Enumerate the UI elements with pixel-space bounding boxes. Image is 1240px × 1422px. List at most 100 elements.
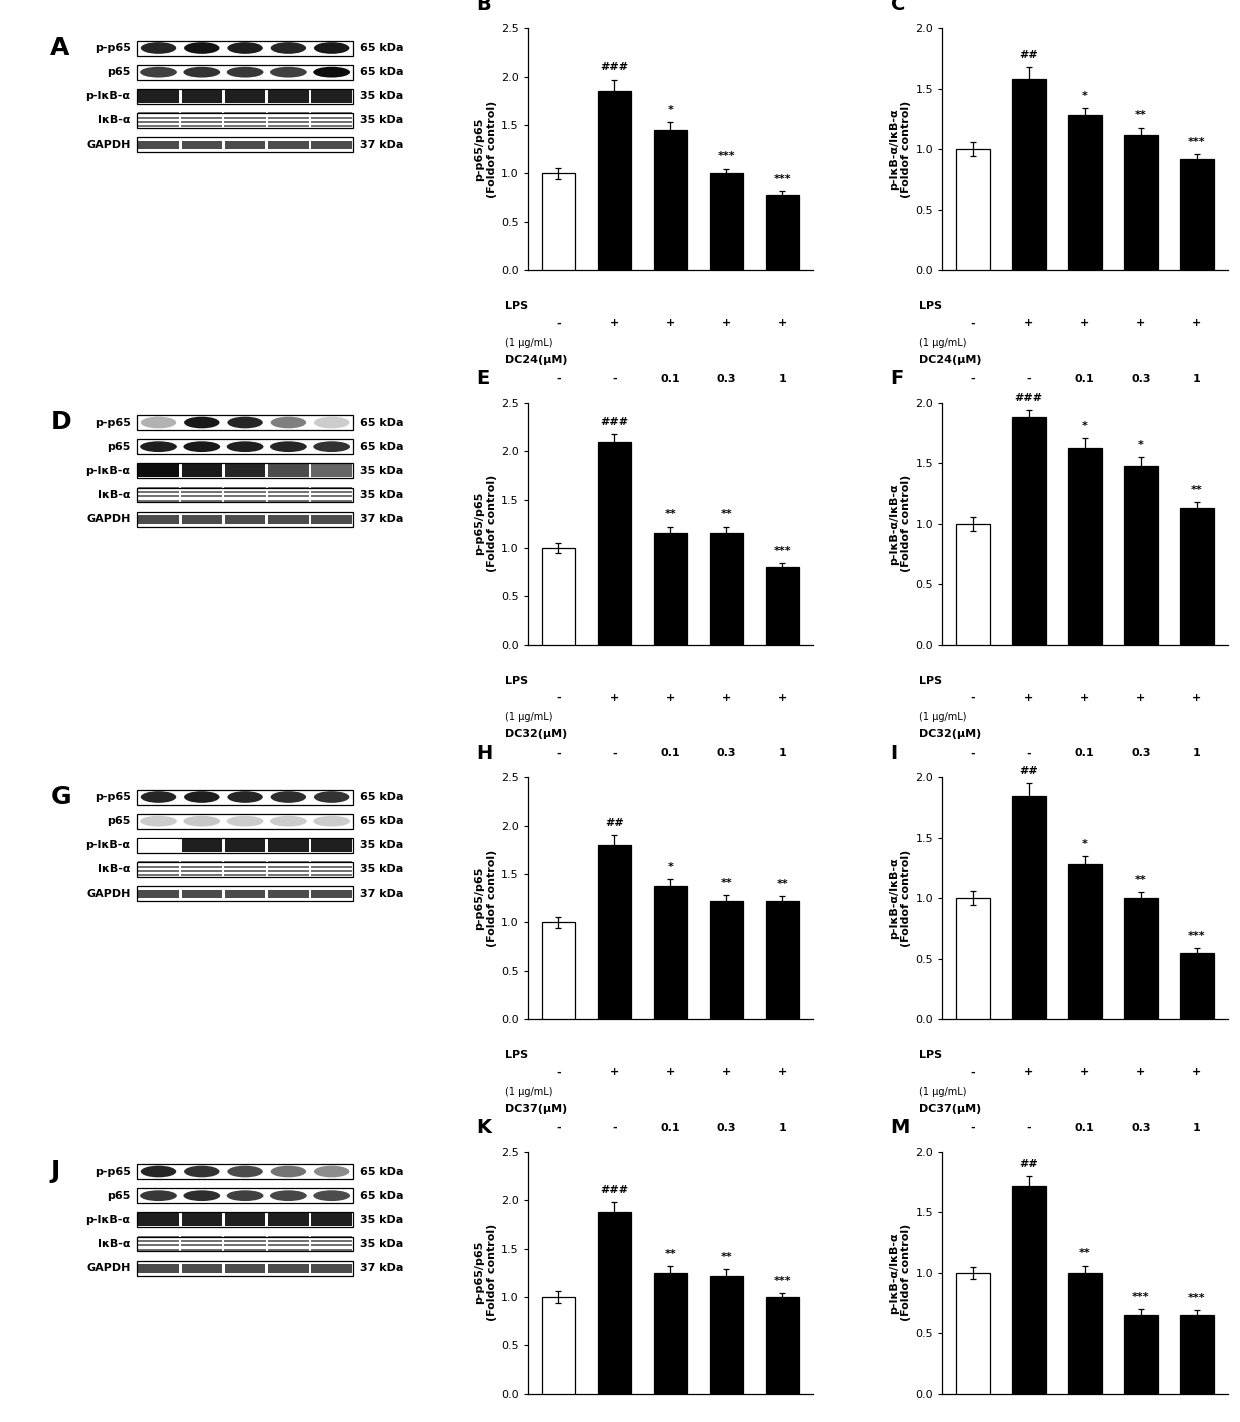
Bar (1180, 1315, 1214, 1394)
Text: H: H (476, 744, 492, 764)
Y-axis label: p-IκB-α/IκB-α
(Foldof control): p-IκB-α/IκB-α (Foldof control) (889, 101, 911, 198)
Bar (138, 491, 179, 493)
Text: IκB-α: IκB-α (98, 115, 130, 125)
Bar (138, 495, 179, 498)
Bar (224, 1244, 265, 1247)
Bar (224, 890, 265, 899)
Text: -: - (971, 693, 975, 702)
Text: K: K (476, 1119, 491, 1138)
Ellipse shape (270, 67, 306, 78)
Text: p65: p65 (107, 442, 130, 452)
Text: +: + (610, 693, 619, 702)
Ellipse shape (184, 1190, 221, 1202)
Bar (224, 112, 265, 114)
Ellipse shape (270, 43, 306, 54)
Text: 0.3: 0.3 (1131, 374, 1151, 384)
Text: GAPDH: GAPDH (87, 1263, 130, 1273)
Ellipse shape (314, 1166, 350, 1177)
Bar (709, 1276, 743, 1394)
Text: -: - (613, 374, 616, 384)
Text: 35 kDa: 35 kDa (360, 865, 403, 875)
Text: DC32(μM): DC32(μM) (919, 729, 981, 739)
Bar (181, 1240, 222, 1243)
Bar (268, 486, 309, 489)
Bar (765, 1297, 799, 1394)
Bar (139, 515, 179, 523)
Bar (138, 499, 179, 502)
Bar (709, 533, 743, 644)
Ellipse shape (314, 1190, 350, 1202)
Text: *: * (1081, 91, 1087, 101)
Bar (1068, 115, 1101, 270)
Ellipse shape (140, 67, 177, 78)
Bar (138, 125, 179, 127)
Text: +: + (1080, 1068, 1090, 1078)
Bar (136, 112, 353, 128)
Text: +: + (777, 1068, 787, 1078)
Text: 35 kDa: 35 kDa (360, 491, 403, 501)
Bar (224, 1264, 265, 1273)
Text: +: + (610, 1068, 619, 1078)
Bar (136, 1165, 353, 1179)
Text: +: + (1192, 319, 1202, 328)
Text: DC24(μM): DC24(μM) (505, 354, 567, 364)
Text: E: E (476, 370, 490, 388)
Text: A: A (51, 36, 69, 60)
Text: -: - (971, 319, 975, 328)
Bar (653, 533, 687, 644)
Bar (136, 439, 353, 454)
Text: ###: ### (600, 1185, 629, 1194)
Ellipse shape (140, 816, 177, 826)
Bar (224, 90, 265, 102)
Text: **: ** (1135, 111, 1147, 121)
Text: p-IκB-α: p-IκB-α (86, 840, 130, 850)
Bar (311, 839, 352, 852)
Bar (181, 862, 222, 863)
Ellipse shape (227, 43, 263, 54)
Bar (268, 1264, 309, 1273)
Y-axis label: p-p65/p65
(Foldof control): p-p65/p65 (Foldof control) (474, 849, 496, 947)
Ellipse shape (270, 1190, 306, 1202)
Ellipse shape (270, 791, 306, 803)
Text: *: * (1138, 439, 1143, 449)
Text: -: - (556, 319, 560, 328)
Text: -: - (1027, 1123, 1032, 1133)
Bar (138, 117, 179, 118)
Text: 0.3: 0.3 (1131, 1123, 1151, 1133)
Bar (181, 90, 222, 102)
Bar (136, 1261, 353, 1276)
Text: +: + (722, 1068, 730, 1078)
Bar (268, 875, 309, 876)
Bar (956, 523, 990, 644)
Text: 35 kDa: 35 kDa (360, 1214, 403, 1224)
Bar (224, 875, 265, 876)
Ellipse shape (141, 791, 176, 803)
Text: -: - (556, 1068, 560, 1078)
Bar (268, 1249, 309, 1251)
Ellipse shape (314, 791, 350, 803)
Bar (311, 141, 352, 149)
Text: 0.1: 0.1 (661, 748, 681, 758)
Bar (653, 1273, 687, 1394)
Bar (268, 1240, 309, 1243)
Text: ***: *** (1188, 137, 1205, 146)
Bar (136, 813, 353, 829)
Text: C: C (890, 0, 905, 14)
Text: +: + (1136, 319, 1146, 328)
Y-axis label: p-p65/p65
(Foldof control): p-p65/p65 (Foldof control) (474, 1224, 496, 1321)
Bar (268, 870, 309, 872)
Text: -: - (613, 748, 616, 758)
Bar (138, 1240, 179, 1243)
Text: -: - (1027, 748, 1032, 758)
Ellipse shape (184, 67, 221, 78)
Text: -: - (613, 1123, 616, 1133)
Text: -: - (556, 1123, 560, 1133)
Text: LPS: LPS (505, 301, 528, 311)
Text: +: + (1024, 693, 1033, 702)
Bar (136, 886, 353, 902)
Text: *: * (1081, 421, 1087, 431)
Bar (268, 121, 309, 122)
Bar (311, 499, 352, 502)
Bar (181, 491, 222, 493)
Text: F: F (890, 370, 904, 388)
